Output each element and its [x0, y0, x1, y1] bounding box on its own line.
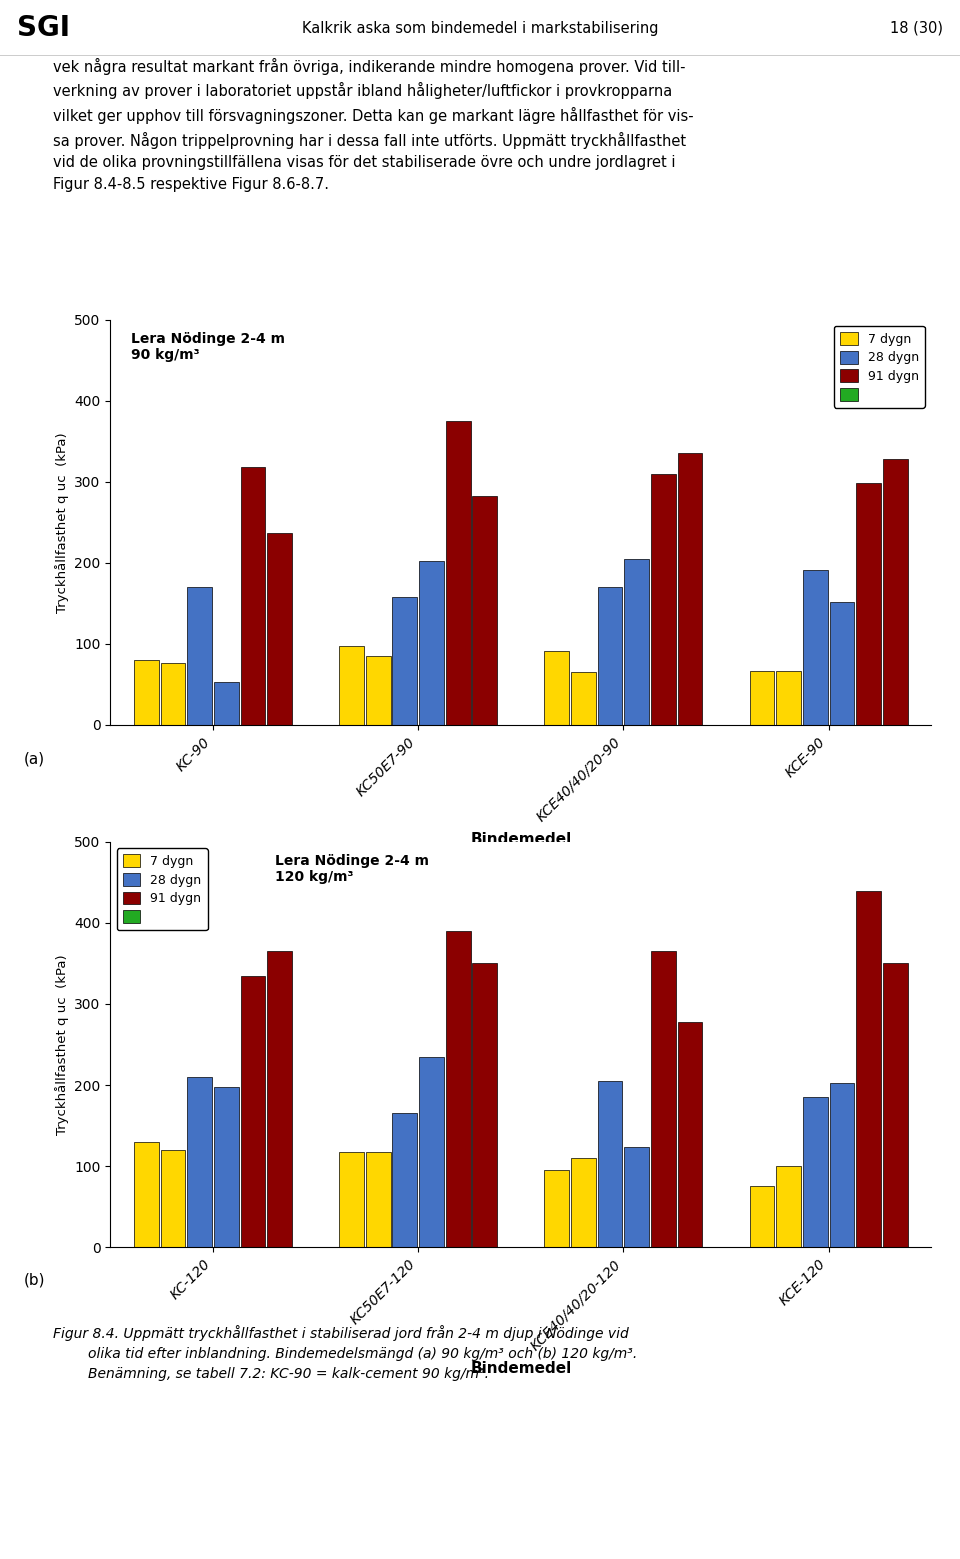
- Text: 18 (30): 18 (30): [890, 20, 943, 36]
- Bar: [571, 672, 596, 725]
- Bar: [214, 681, 239, 725]
- Bar: [624, 1147, 649, 1247]
- Bar: [420, 561, 444, 725]
- Bar: [777, 670, 801, 725]
- Bar: [366, 656, 391, 725]
- Legend: 7 dygn, 28 dygn, 91 dygn, : 7 dygn, 28 dygn, 91 dygn,: [117, 848, 207, 931]
- Bar: [750, 1186, 775, 1247]
- Bar: [366, 1152, 391, 1247]
- Bar: [267, 951, 292, 1247]
- Bar: [393, 1113, 418, 1247]
- Bar: [241, 976, 265, 1247]
- Bar: [598, 1080, 622, 1247]
- Text: Lera Nödinge 2-4 m
90 kg/m³: Lera Nödinge 2-4 m 90 kg/m³: [131, 332, 285, 362]
- Y-axis label: Tryckhållfasthet q uc  (kPa): Tryckhållfasthet q uc (kPa): [55, 432, 69, 613]
- Bar: [420, 1057, 444, 1247]
- Text: Kalkrik aska som bindemedel i markstabilisering: Kalkrik aska som bindemedel i markstabil…: [301, 20, 659, 36]
- Bar: [160, 663, 185, 725]
- Text: (a): (a): [24, 751, 45, 767]
- Bar: [571, 1158, 596, 1247]
- Bar: [445, 931, 470, 1247]
- Bar: [472, 963, 497, 1247]
- Bar: [750, 670, 775, 725]
- Bar: [803, 571, 828, 725]
- Bar: [339, 1152, 364, 1247]
- Bar: [472, 496, 497, 725]
- Text: Lera Nödinge 2-4 m
120 kg/m³: Lera Nödinge 2-4 m 120 kg/m³: [275, 854, 428, 884]
- Bar: [544, 1171, 569, 1247]
- Bar: [339, 647, 364, 725]
- Bar: [187, 588, 212, 725]
- Bar: [651, 474, 676, 725]
- Text: Figur 8.4. Uppmätt tryckhållfasthet i stabiliserad jord från 2-4 m djup i Nöding: Figur 8.4. Uppmätt tryckhållfasthet i st…: [53, 1325, 637, 1381]
- Bar: [829, 1084, 854, 1247]
- Text: vek några resultat markant från övriga, indikerande mindre homogena prover. Vid : vek några resultat markant från övriga, …: [53, 58, 693, 192]
- Bar: [393, 597, 418, 725]
- Bar: [214, 1088, 239, 1247]
- Bar: [883, 963, 908, 1247]
- Bar: [883, 458, 908, 725]
- Bar: [856, 483, 881, 725]
- Bar: [445, 421, 470, 725]
- Bar: [267, 533, 292, 725]
- Bar: [598, 588, 622, 725]
- Bar: [651, 951, 676, 1247]
- Bar: [187, 1077, 212, 1247]
- X-axis label: Bindemedel: Bindemedel: [470, 833, 571, 848]
- Y-axis label: Tryckhållfasthet q uc  (kPa): Tryckhållfasthet q uc (kPa): [55, 954, 69, 1135]
- Bar: [829, 602, 854, 725]
- Bar: [803, 1098, 828, 1247]
- Bar: [241, 468, 265, 725]
- Bar: [678, 1021, 703, 1247]
- Bar: [160, 1151, 185, 1247]
- Bar: [544, 652, 569, 725]
- Bar: [133, 1141, 158, 1247]
- Bar: [678, 454, 703, 725]
- Text: (b): (b): [24, 1272, 45, 1288]
- Bar: [856, 890, 881, 1247]
- Bar: [133, 659, 158, 725]
- X-axis label: Bindemedel: Bindemedel: [470, 1361, 571, 1377]
- Bar: [777, 1166, 801, 1247]
- Legend: 7 dygn, 28 dygn, 91 dygn, : 7 dygn, 28 dygn, 91 dygn,: [834, 326, 924, 408]
- Bar: [624, 558, 649, 725]
- Text: SGI: SGI: [17, 14, 70, 42]
